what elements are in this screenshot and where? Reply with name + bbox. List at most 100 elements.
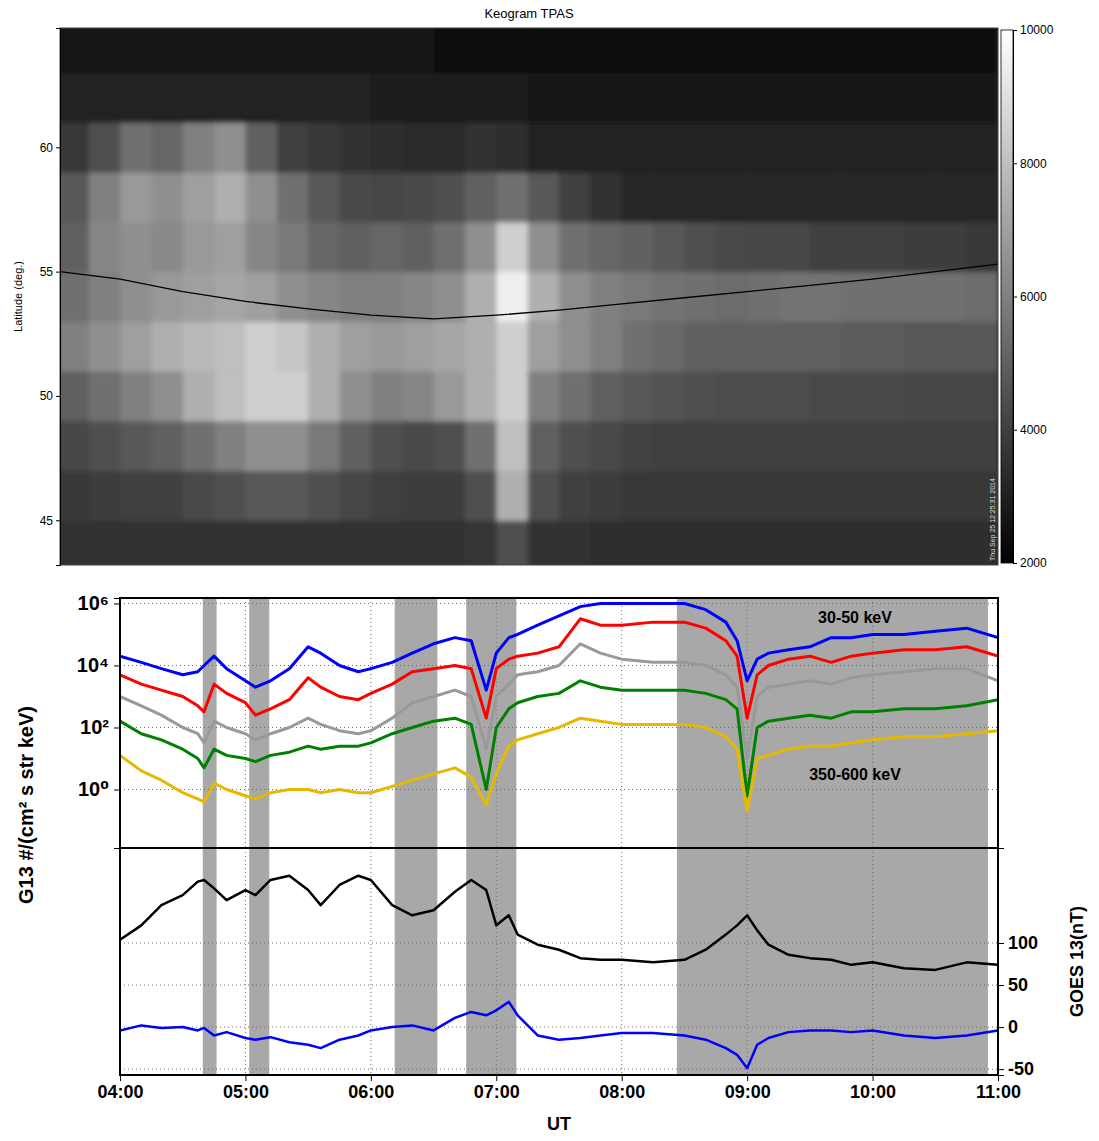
- grid-line: [621, 848, 622, 1075]
- cell: [308, 471, 340, 521]
- cell: [684, 222, 716, 272]
- cell: [402, 321, 434, 371]
- cell: [183, 272, 215, 322]
- cell: [967, 28, 998, 73]
- cell: [653, 172, 685, 222]
- cell: [496, 520, 528, 565]
- cell: [434, 272, 466, 322]
- cell: [935, 371, 967, 421]
- cell: [308, 371, 340, 421]
- cell: [402, 73, 434, 123]
- grid-line: [120, 1027, 998, 1028]
- cell: [590, 371, 622, 421]
- cell: [371, 73, 403, 123]
- plot-background: [120, 598, 998, 848]
- cell: [873, 172, 905, 222]
- cell: [371, 321, 403, 371]
- cell: [152, 371, 184, 421]
- x-axis-title: UT: [547, 1114, 571, 1134]
- cell: [559, 28, 591, 73]
- tick-mark: [114, 665, 120, 666]
- y-axis: 45505560: [40, 29, 61, 566]
- cell: [402, 471, 434, 521]
- cell: [465, 421, 497, 471]
- tick-mark: [496, 1075, 497, 1081]
- cell: [747, 122, 779, 172]
- cell: [935, 471, 967, 521]
- cell: [967, 272, 998, 322]
- tick-mark: [998, 943, 1004, 944]
- cell: [89, 28, 121, 73]
- cell: [183, 73, 215, 123]
- cell: [308, 520, 340, 565]
- tick: 10⁰: [78, 778, 120, 800]
- cell: [496, 172, 528, 222]
- cell: [60, 28, 89, 73]
- cell: [496, 371, 528, 421]
- cell: [747, 172, 779, 222]
- tick-mark: [114, 790, 120, 791]
- cell: [465, 520, 497, 565]
- cell: [277, 272, 309, 322]
- cell: [183, 122, 215, 172]
- cell: [402, 122, 434, 172]
- cell: [810, 172, 842, 222]
- cell: [277, 73, 309, 123]
- cell: [402, 371, 434, 421]
- cell: [779, 371, 811, 421]
- cell: [183, 471, 215, 521]
- cell: [214, 172, 246, 222]
- cells: [60, 28, 998, 565]
- cell: [528, 28, 560, 73]
- cell: [434, 28, 466, 73]
- cell: [371, 222, 403, 272]
- cell: [371, 471, 403, 521]
- tick-label: 2000: [1020, 556, 1047, 570]
- cell: [904, 520, 936, 565]
- cell: [89, 471, 121, 521]
- grid-line: [120, 1069, 998, 1070]
- cell: [434, 371, 466, 421]
- cell: [810, 73, 842, 123]
- cell: [120, 272, 152, 322]
- tick-mark: [56, 147, 60, 148]
- cell: [590, 122, 622, 172]
- tick: 50: [998, 975, 1028, 995]
- cell: [967, 172, 998, 222]
- cell: [89, 73, 121, 123]
- cell: [277, 122, 309, 172]
- cell: [340, 73, 372, 123]
- shaded-interval: [249, 848, 269, 1075]
- cell: [747, 28, 779, 73]
- cell: [873, 520, 905, 565]
- chart-title: Keogram TPAS: [484, 6, 573, 21]
- tick-mark: [1013, 430, 1017, 431]
- tick-mark: [622, 1075, 623, 1081]
- series-line: [60, 264, 998, 319]
- cell: [246, 122, 278, 172]
- tick-label: 05:00: [223, 1082, 269, 1102]
- tick-label: 10:00: [850, 1082, 896, 1102]
- tick: -50: [998, 1059, 1034, 1079]
- cell: [465, 172, 497, 222]
- tick-label: 60: [40, 141, 54, 155]
- plot-frame: [120, 848, 998, 1075]
- cell: [120, 172, 152, 222]
- cell: [434, 122, 466, 172]
- cell: [559, 222, 591, 272]
- cell: [873, 371, 905, 421]
- cell: [60, 122, 89, 172]
- cell: [496, 222, 528, 272]
- cell: [590, 222, 622, 272]
- cell: [684, 371, 716, 421]
- cell: [214, 520, 246, 565]
- x-axis: 04:0005:0006:0007:0008:0009:0010:0011:00: [97, 1075, 1021, 1102]
- cell: [684, 73, 716, 123]
- tick-mark: [998, 985, 1004, 986]
- cell: [684, 520, 716, 565]
- cell: [590, 73, 622, 123]
- cell: [496, 421, 528, 471]
- grid-line: [747, 848, 748, 1075]
- cell: [89, 520, 121, 565]
- cell: [528, 421, 560, 471]
